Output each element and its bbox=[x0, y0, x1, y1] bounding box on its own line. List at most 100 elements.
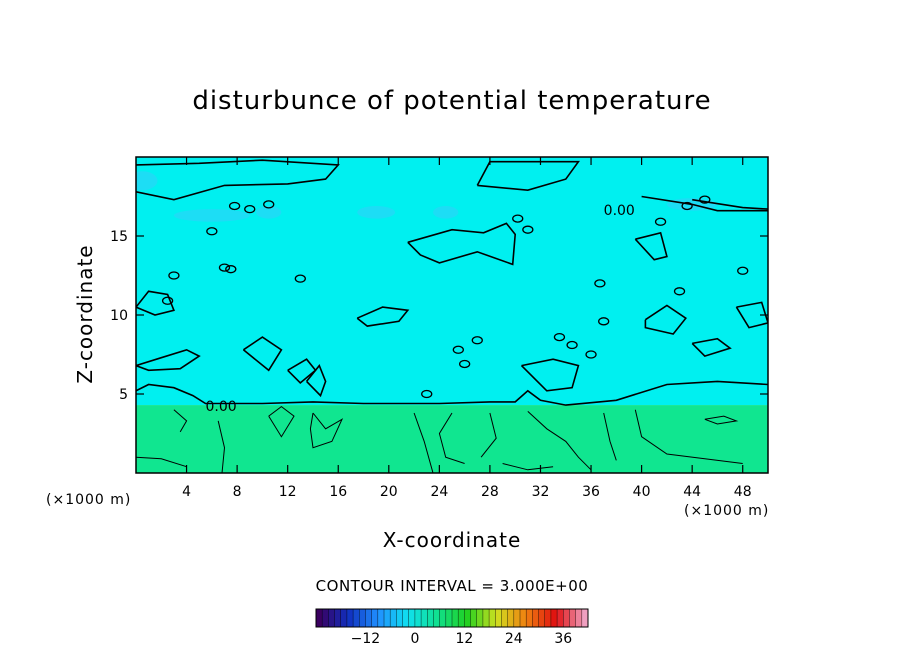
colorbar-cell bbox=[439, 609, 447, 627]
contour-island bbox=[218, 263, 231, 272]
contour-labels: 0.00 0.00 bbox=[206, 203, 635, 415]
contour-line bbox=[136, 348, 201, 372]
plot-fill bbox=[136, 157, 768, 473]
colorbar-cell bbox=[377, 609, 385, 627]
colorbar-cell bbox=[359, 609, 366, 627]
contour-line bbox=[438, 412, 465, 464]
colorbar-cell bbox=[544, 609, 552, 627]
colorbar-cell bbox=[384, 609, 391, 627]
colorbar-cell bbox=[495, 609, 502, 627]
x-axis-label: X-coordinate bbox=[0, 528, 904, 552]
contour-line bbox=[641, 195, 768, 212]
colorbar-cell bbox=[476, 609, 484, 627]
upper-blob bbox=[173, 209, 250, 222]
contour-island bbox=[654, 217, 667, 226]
x-tick-label: 16 bbox=[329, 484, 347, 500]
colorbar-cell bbox=[557, 609, 564, 627]
colorbar-tick-label: 0 bbox=[410, 631, 419, 647]
colorbar-cell bbox=[402, 609, 410, 627]
contour-line bbox=[735, 301, 768, 329]
colorbar-cell bbox=[538, 609, 546, 627]
colorbar-cell bbox=[334, 609, 342, 627]
colorbar-cell bbox=[526, 609, 533, 627]
colorbar-cell bbox=[482, 609, 490, 627]
upper-blob bbox=[357, 205, 396, 219]
contour-island bbox=[673, 287, 686, 296]
colorbar-cell bbox=[396, 609, 404, 627]
contour-line bbox=[268, 405, 295, 438]
contour-island bbox=[421, 389, 433, 399]
colorbar-tick-label: 12 bbox=[455, 631, 473, 647]
colorbar-cell bbox=[532, 609, 540, 627]
colorbar-cell bbox=[452, 609, 459, 627]
contour-island bbox=[244, 204, 256, 214]
contour-line bbox=[691, 337, 732, 358]
x-axis-label-text: X-coordinate bbox=[382, 528, 522, 552]
contour-island bbox=[294, 274, 306, 283]
contour-island bbox=[737, 266, 749, 275]
contour-island bbox=[512, 214, 524, 223]
contour-island bbox=[681, 201, 693, 211]
contour-line bbox=[527, 411, 592, 471]
colorbar-cell bbox=[371, 609, 379, 627]
colorbar-cell bbox=[322, 609, 329, 627]
contour-line bbox=[603, 412, 617, 461]
colorbar-cell bbox=[353, 609, 360, 627]
colorbar-cell bbox=[445, 609, 453, 627]
colorbar-cell bbox=[458, 609, 465, 627]
z-tick-label: 5 bbox=[119, 387, 128, 403]
x-tick-label: 8 bbox=[233, 484, 242, 500]
contour-line bbox=[704, 415, 739, 425]
x-tick-label: 36 bbox=[582, 484, 600, 500]
contour-island bbox=[566, 340, 578, 350]
colorbar-cell bbox=[414, 609, 422, 627]
contour-island bbox=[168, 271, 180, 280]
colorbar-cell bbox=[346, 609, 354, 627]
contour-line bbox=[520, 358, 580, 392]
colorbar-cell bbox=[575, 609, 583, 627]
colorbar-cell bbox=[328, 609, 336, 627]
contour-island bbox=[598, 317, 610, 326]
contour-line bbox=[309, 412, 344, 449]
contour-island bbox=[594, 279, 606, 288]
colorbar-cell bbox=[316, 609, 323, 627]
z-tick-label: 10 bbox=[110, 308, 128, 324]
x-tick-label: 44 bbox=[683, 484, 701, 500]
z-axis-ticks: 5 10 15 bbox=[110, 229, 768, 403]
contour-island bbox=[225, 265, 237, 274]
contour-island bbox=[458, 359, 471, 369]
upper-blob bbox=[136, 171, 158, 191]
colorbar-cell bbox=[501, 609, 509, 627]
x-tick-label: 32 bbox=[532, 484, 550, 500]
colorbar-cell bbox=[421, 609, 428, 627]
x-tick-label: 48 bbox=[734, 484, 752, 500]
x-axis-ticks: 4 8 12 16 20 24 28 32 36 40 44 48 bbox=[182, 157, 752, 500]
contour-line bbox=[644, 304, 687, 335]
x-tick-label: 40 bbox=[633, 484, 651, 500]
contour-lines bbox=[136, 159, 768, 473]
contour-line bbox=[173, 409, 188, 433]
colorbar-cell bbox=[569, 609, 577, 627]
colorbar-cell bbox=[408, 609, 416, 627]
contour-line bbox=[136, 159, 340, 201]
colorbar: −12 0 12 24 36 bbox=[315, 608, 589, 647]
contour-island bbox=[263, 200, 275, 209]
contour-line bbox=[217, 420, 226, 473]
contour-island bbox=[471, 336, 483, 345]
colorbar-frame bbox=[315, 608, 589, 628]
contour-line bbox=[305, 364, 327, 398]
contour-line bbox=[413, 412, 434, 473]
upper-blob bbox=[433, 205, 459, 219]
contour-island bbox=[452, 345, 464, 354]
contour-label: 0.00 bbox=[604, 203, 635, 219]
colorbar-cell bbox=[427, 609, 434, 627]
x-tick-label: 4 bbox=[182, 484, 191, 500]
contour-line bbox=[476, 160, 580, 192]
colorbar-cell bbox=[365, 609, 373, 627]
contour-line bbox=[407, 222, 517, 266]
contour-line bbox=[502, 463, 554, 471]
contour-island bbox=[206, 227, 218, 236]
colorbar-cell bbox=[464, 609, 472, 627]
x-tick-label: 12 bbox=[279, 484, 297, 500]
colorbar-cell bbox=[520, 609, 527, 627]
